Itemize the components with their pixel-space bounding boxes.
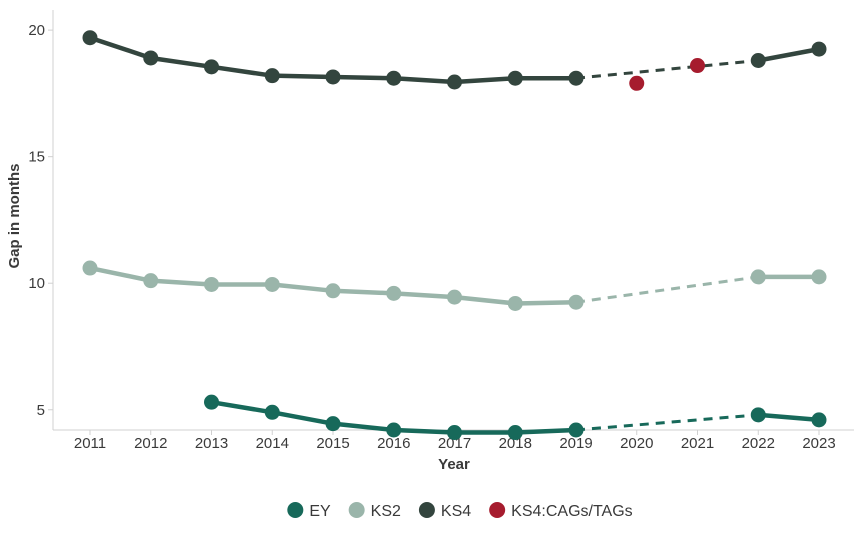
data-point <box>82 260 98 276</box>
data-point <box>204 394 219 410</box>
data-point <box>143 273 159 289</box>
legend-item: KS4:CAGs/TAGs <box>489 502 633 520</box>
x-tick-label: 2012 <box>134 435 167 452</box>
series-ey <box>204 394 827 441</box>
x-tick-label: 2020 <box>620 435 653 452</box>
data-point <box>386 70 402 86</box>
data-point <box>811 41 827 57</box>
series-ks4-cags-tags <box>629 58 705 91</box>
data-point <box>447 74 462 90</box>
legend-swatch <box>418 502 435 518</box>
legend-item: KS2 <box>348 502 401 520</box>
data-point <box>325 416 341 432</box>
data-point <box>325 69 341 85</box>
data-point <box>204 276 219 292</box>
legend-label: KS4:CAGs/TAGs <box>511 503 633 520</box>
y-tick-label: 10 <box>28 275 45 292</box>
data-point <box>447 289 462 305</box>
series-gap-line <box>575 59 759 80</box>
legend-swatch <box>489 502 506 518</box>
x-tick-label: 2022 <box>742 435 775 452</box>
x-tick-label: 2016 <box>377 435 410 452</box>
series-ks2 <box>82 260 827 311</box>
data-point <box>143 50 159 66</box>
data-point <box>568 294 584 310</box>
x-tick-label: 2021 <box>681 435 714 452</box>
x-axis-title: Year <box>438 456 470 473</box>
series-ks4 <box>82 30 827 90</box>
y-tick-label: 20 <box>28 22 45 39</box>
data-point <box>750 269 766 285</box>
data-point <box>386 422 402 438</box>
y-tick-label: 5 <box>37 402 45 419</box>
data-point <box>750 52 766 68</box>
series-gap-line <box>575 413 759 432</box>
legend-label: EY <box>309 503 331 520</box>
data-point <box>204 59 219 75</box>
legend-label: KS4 <box>441 503 471 520</box>
x-tick-label: 2011 <box>74 435 106 452</box>
series-line <box>756 412 822 423</box>
data-point <box>568 422 584 438</box>
y-axis-title: Gap in months <box>6 164 23 269</box>
x-tick-label: 2023 <box>802 435 835 452</box>
x-tick-label: 2017 <box>438 435 471 452</box>
series-gap-line <box>575 275 759 304</box>
data-point <box>568 70 584 86</box>
data-point <box>447 425 462 441</box>
legend-swatch <box>287 502 304 518</box>
data-point <box>811 412 827 428</box>
x-tick-label: 2013 <box>195 435 228 452</box>
x-tick-label: 2019 <box>559 435 592 452</box>
x-ticks: 2011 2012 2013 2014 2015 2016 2017 2018 2019 2020… <box>74 430 836 452</box>
x-tick-label: 2014 <box>256 435 289 452</box>
y-ticks: 5 10 15 20 <box>28 22 53 419</box>
data-point <box>386 285 402 301</box>
data-point <box>507 425 523 441</box>
data-point <box>629 75 645 91</box>
x-tick-label: 2015 <box>316 435 349 452</box>
legend: EY KS2 KS4 KS4:CAGs/TAGs <box>287 502 633 520</box>
legend-label: KS2 <box>371 503 401 520</box>
data-point <box>264 276 280 292</box>
plot-area <box>82 30 827 441</box>
data-point <box>750 407 766 423</box>
data-point <box>690 58 705 74</box>
series-line <box>756 46 822 63</box>
data-point <box>811 269 827 285</box>
data-point <box>507 295 523 311</box>
data-point <box>325 283 341 299</box>
axes <box>52 10 854 431</box>
data-point <box>82 30 98 46</box>
x-tick-label: 2018 <box>499 435 532 452</box>
data-point <box>264 404 280 420</box>
data-point <box>507 70 523 86</box>
y-tick-label: 15 <box>28 149 45 166</box>
data-point <box>264 68 280 84</box>
legend-item: EY <box>287 502 331 520</box>
legend-item: KS4 <box>418 502 471 520</box>
legend-swatch <box>348 502 365 518</box>
